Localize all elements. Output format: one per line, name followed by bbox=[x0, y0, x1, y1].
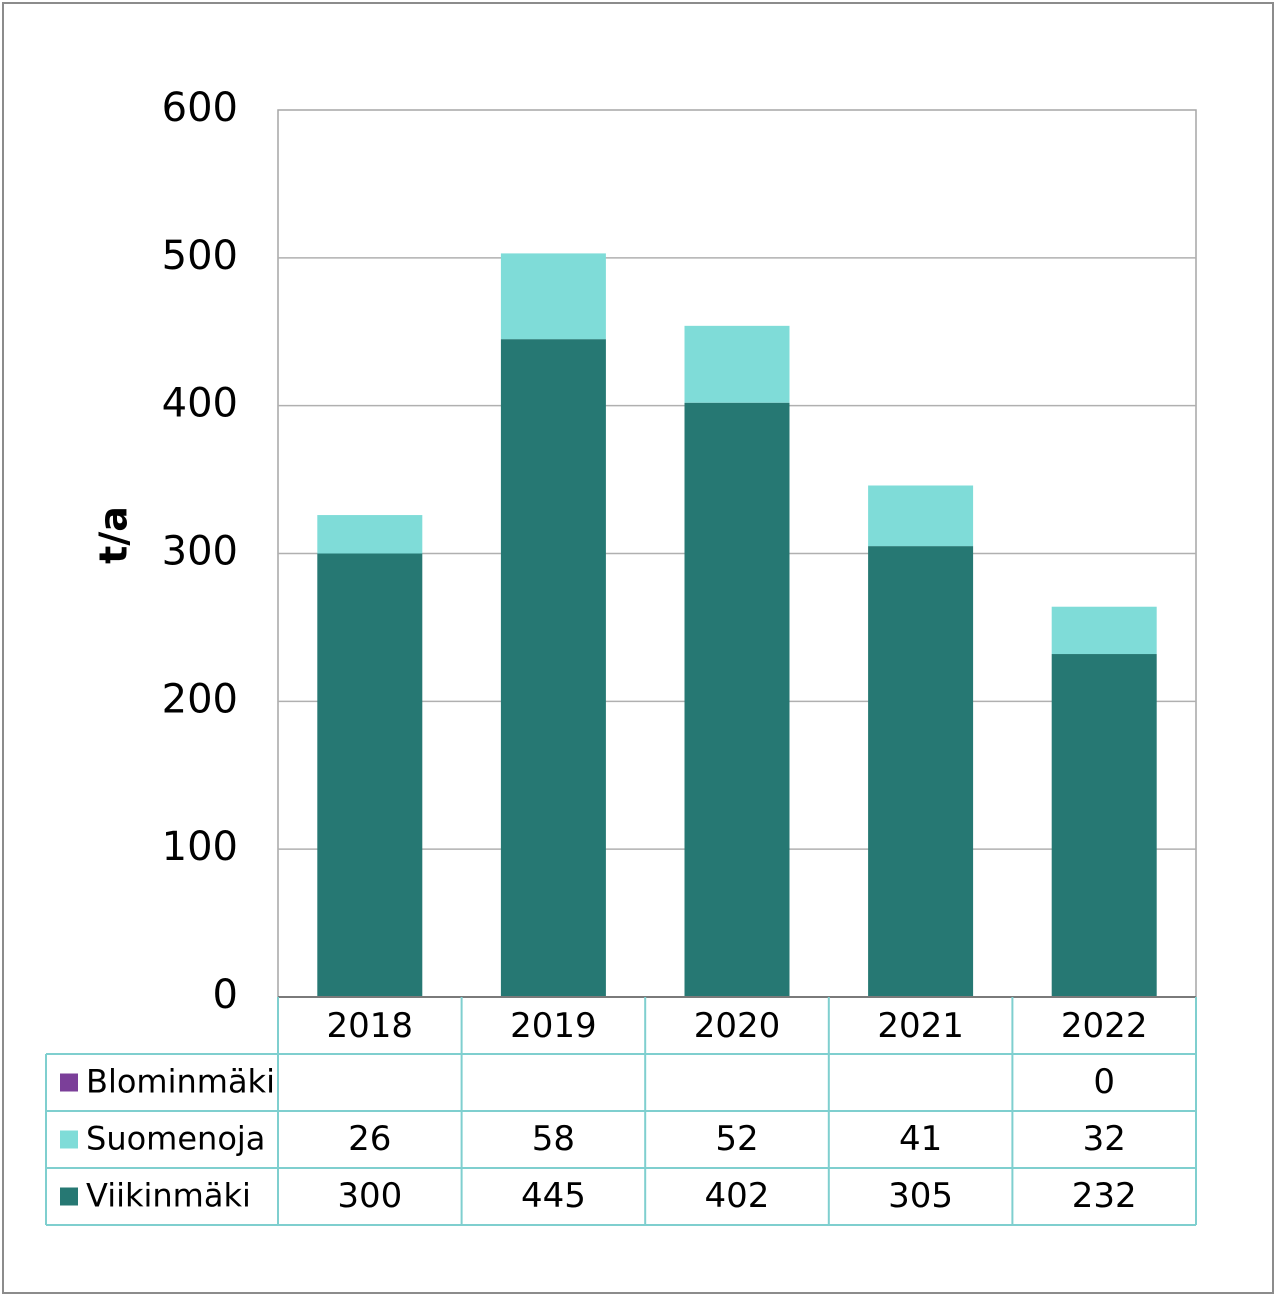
bar-suomenoja-2018 bbox=[317, 515, 423, 554]
bar-viikinmäki-2022 bbox=[1051, 654, 1157, 997]
data-table-value: 402 bbox=[705, 1176, 770, 1216]
data-table-value: 41 bbox=[899, 1119, 942, 1159]
legend-label: Suomenoja bbox=[86, 1120, 265, 1158]
data-table-value: 32 bbox=[1083, 1119, 1126, 1159]
y-tick-label: 400 bbox=[162, 381, 238, 427]
legend-swatch-suomenoja bbox=[60, 1130, 78, 1149]
data-table-value: 58 bbox=[532, 1119, 575, 1159]
x-tick-label: 2022 bbox=[1061, 1006, 1148, 1046]
data-table-value: 305 bbox=[888, 1176, 953, 1216]
bar-viikinmäki-2019 bbox=[500, 339, 606, 997]
legend-label: Blominmäki bbox=[86, 1063, 275, 1101]
y-tick-label: 500 bbox=[162, 233, 238, 279]
y-tick-label: 300 bbox=[162, 529, 238, 575]
data-table-value: 0 bbox=[1093, 1062, 1115, 1102]
y-tick-label: 0 bbox=[213, 972, 238, 1018]
bar-suomenoja-2019 bbox=[500, 253, 606, 340]
bar-suomenoja-2022 bbox=[1051, 606, 1157, 655]
data-table-value: 445 bbox=[521, 1176, 586, 1216]
data-table-value: 232 bbox=[1072, 1176, 1137, 1216]
x-tick-label: 2020 bbox=[694, 1006, 781, 1046]
legend-label: Viikinmäki bbox=[86, 1177, 251, 1215]
data-table: 2018 2019 2020 2021 2022 Blominmäki 0 Suomenoja… bbox=[45, 997, 1197, 1226]
legend-swatch-viikinmäki bbox=[60, 1187, 78, 1206]
bars bbox=[317, 253, 1157, 998]
x-tick-label: 2021 bbox=[877, 1006, 964, 1046]
bar-viikinmäki-2018 bbox=[317, 553, 423, 997]
bar-viikinmäki-2021 bbox=[868, 546, 974, 997]
data-table-value: 26 bbox=[348, 1119, 391, 1159]
y-axis-label: t/a bbox=[92, 506, 136, 564]
bar-viikinmäki-2020 bbox=[684, 402, 790, 998]
y-tick-label: 200 bbox=[162, 676, 238, 722]
bar-suomenoja-2021 bbox=[868, 485, 974, 547]
x-tick-label: 2019 bbox=[510, 1006, 597, 1046]
axes: 0 100 200 300 400 500 600 bbox=[162, 85, 1196, 1018]
y-tick-label: 100 bbox=[162, 824, 238, 870]
x-tick-label: 2018 bbox=[327, 1006, 414, 1046]
data-table-value: 52 bbox=[715, 1119, 758, 1159]
y-tick-label: 600 bbox=[162, 85, 238, 131]
legend-swatch-blominmäki bbox=[60, 1073, 78, 1092]
bar-suomenoja-2020 bbox=[684, 325, 790, 403]
data-table-value: 300 bbox=[337, 1176, 402, 1216]
